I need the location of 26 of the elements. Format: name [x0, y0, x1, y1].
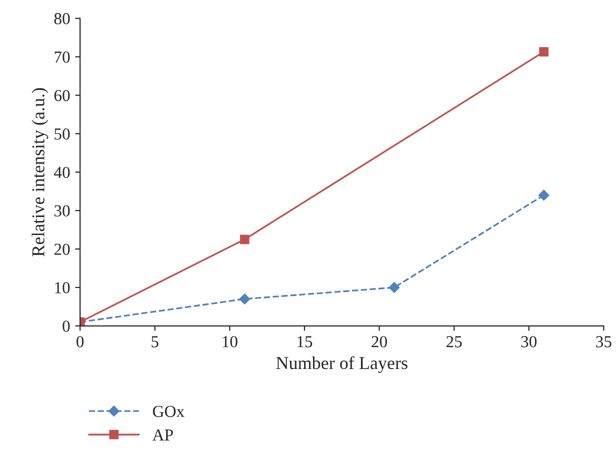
- x-tick-label: 25: [446, 336, 462, 348]
- y-tick-label: 70: [54, 52, 70, 63]
- point: [538, 190, 550, 201]
- y-tick-label: 20: [54, 244, 70, 255]
- point: [239, 294, 250, 304]
- legend-label: AP: [152, 429, 173, 440]
- x-tick-label: 30: [521, 336, 537, 348]
- x-axis-title: Number of Layers: [276, 356, 408, 373]
- x-tick-label: 35: [596, 336, 612, 348]
- point: [240, 234, 250, 244]
- x-tick-label: 10: [222, 336, 238, 348]
- y-tick-label: 50: [54, 128, 70, 140]
- y-tick-label: 30: [54, 205, 70, 217]
- x-tick-label: 0: [76, 336, 84, 348]
- x-tick-label: 20: [372, 336, 387, 348]
- y-tick-label: 60: [54, 90, 70, 102]
- point: [388, 282, 400, 293]
- y-tick-label: 10: [55, 282, 70, 294]
- legend-label: GOx: [152, 406, 184, 418]
- y-tick-label: 80: [54, 13, 70, 24]
- x-tick-label: 5: [152, 336, 158, 348]
- y-tick-label: 0: [62, 320, 70, 332]
- y-tick-label: 40: [54, 166, 70, 178]
- y-axis-title: Relative intensity (a.u.): [32, 88, 48, 256]
- x-tick-label: 15: [298, 336, 312, 348]
- point: [539, 47, 549, 56]
